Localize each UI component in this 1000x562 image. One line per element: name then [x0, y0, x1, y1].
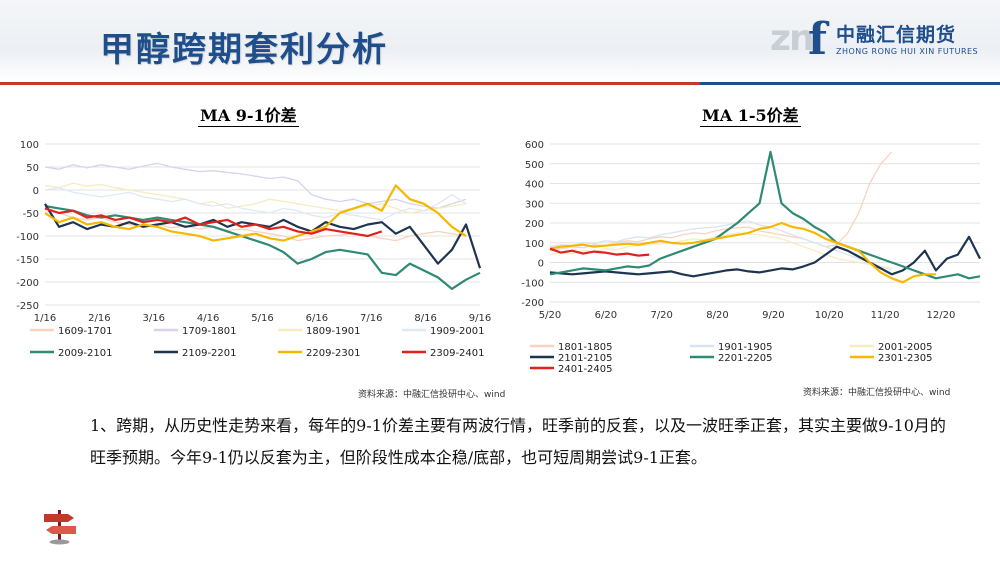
chart-2-y-tick: -200: [521, 298, 544, 309]
chart-1-series-2309-2401: [44, 207, 383, 238]
chart-1-y-tick: 50: [26, 163, 39, 174]
chart-1-x-tick: 4/16: [197, 313, 219, 324]
chart-1-y-tick: -200: [16, 278, 39, 289]
chart-2-x-tick: 6/20: [595, 310, 617, 321]
page-title: 甲醇跨期套利分析: [100, 30, 388, 70]
chart-1-y-tick: -150: [16, 255, 39, 266]
chart-1-x-tick: 1/16: [34, 313, 56, 324]
chart-2-series-2201-2205: [549, 150, 981, 280]
chart-1-source: 资料来源：中融汇信投研中心、wind: [358, 390, 506, 400]
chart-2-legend-label: 2001-2005: [878, 342, 933, 353]
chart-1-legend-label: 2109-2201: [182, 348, 237, 359]
chart-2-x-tick: 8/20: [706, 310, 728, 321]
chart-1-series-2209-2301: [44, 184, 467, 242]
chart-2-y-tick: 500: [525, 160, 544, 171]
chart-1-legend-label: 2309-2401: [430, 348, 485, 359]
chart-2-series-2301-2305: [549, 221, 936, 284]
chart-1-series-1609-1701: [44, 207, 467, 242]
chart-2-y-tick: 300: [525, 199, 544, 210]
chart-2-y-tick: 100: [525, 239, 544, 250]
logo-english-name: ZHONG RONG HUI XIN FUTURES: [836, 47, 979, 56]
company-logo: zn f 中融汇信期货 ZHONG RONG HUI XIN FUTURES: [770, 14, 985, 68]
chart-2-y-tick: 600: [525, 140, 544, 151]
chart-2-legend-label: 1801-1805: [558, 342, 613, 353]
chart-1-legend-label: 2009-2101: [58, 348, 113, 359]
chart-2-source: 资料来源：中融汇信投研中心、wind: [803, 388, 951, 398]
chart-1-y-tick: 100: [20, 140, 39, 151]
chart-2-x-tick: 5/20: [539, 310, 561, 321]
chart-2-series-2401-2405: [549, 247, 650, 257]
chart-2-y-tick: 400: [525, 180, 544, 191]
chart-2-x-tick: 7/20: [650, 310, 672, 321]
chart-1-legend-label: 1809-1901: [306, 326, 361, 337]
chart-1-series-1809-1901: [44, 182, 467, 214]
chart-2-series-2101-2105: [549, 235, 981, 278]
chart-1-title: MA 9-1价差: [198, 106, 299, 127]
signpost-icon: [44, 510, 76, 545]
header-blue-rule: [700, 82, 1000, 85]
chart-1-series-2009-2101: [44, 205, 481, 290]
chart-1-x-tick: 2/16: [88, 313, 110, 324]
analysis-paragraph: 1、跨期，从历史性走势来看，每年的9-1价差主要有两波行情，旺季前的反套，以及一…: [90, 416, 946, 467]
chart-1-x-tick: 6/16: [306, 313, 328, 324]
chart-2-x-tick: 9/20: [762, 310, 784, 321]
chart-1-y-tick: -250: [16, 301, 39, 312]
chart-2-x-tick: 12/20: [926, 310, 955, 321]
header-red-rule: [0, 82, 700, 85]
chart-1-series-1709-1801: [44, 162, 467, 210]
chart-1-x-tick: 3/16: [143, 313, 165, 324]
chart-1-legend-label: 1609-1701: [58, 326, 113, 337]
chart-2-y-tick: 0: [538, 259, 544, 270]
chart-1-x-tick: 9/16: [469, 313, 491, 324]
chart-2-legend-label: 2201-2205: [718, 353, 773, 364]
chart-2-legend-label: 2101-2105: [558, 353, 613, 364]
header-band: [0, 0, 1000, 82]
chart-1-legend-label: 1709-1801: [182, 326, 237, 337]
chart-2-legend-label: 1901-1905: [718, 342, 773, 353]
chart-1-legend-label: 1909-2001: [430, 326, 485, 337]
chart-2-y-tick: -100: [521, 278, 544, 289]
chart-2-title: MA 1-5价差: [700, 106, 801, 127]
chart-2-legend-label: 2301-2305: [878, 353, 933, 364]
chart-2-legend-label: 2401-2405: [558, 364, 613, 375]
chart-1-x-tick: 5/16: [251, 313, 273, 324]
chart-2-x-tick: 10/20: [815, 310, 844, 321]
chart-1-y-tick: -100: [16, 232, 39, 243]
chart-1-y-tick: 0: [33, 186, 39, 197]
chart-1-x-tick: 8/16: [414, 313, 436, 324]
chart-2: 600 500 400 300 200 100 0 -100 -2005/20 6/20 7/20 8…: [521, 140, 981, 375]
logo-chinese-name: 中融汇信期货: [836, 24, 957, 46]
chart-1-y-tick: -50: [23, 209, 39, 220]
chart-1-legend-label: 2209-2301: [306, 348, 361, 359]
chart-2-series-1901-1905: [549, 220, 893, 272]
logo-mark: zn: [770, 18, 815, 59]
chart-1-x-tick: 7/16: [360, 313, 382, 324]
chart-2-y-tick: 200: [525, 219, 544, 230]
logo-letter: f: [808, 14, 827, 65]
chart-1-series-1909-2001: [44, 187, 467, 221]
chart-2-x-tick: 11/20: [871, 310, 900, 321]
